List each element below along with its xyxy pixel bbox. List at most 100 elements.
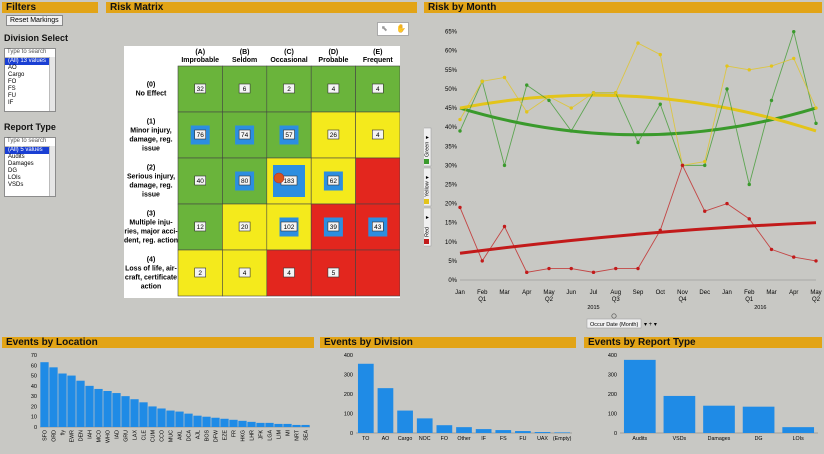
x-tick-label: TO — [362, 436, 369, 442]
data-point — [680, 163, 685, 168]
quarter-label: Q1 — [478, 297, 487, 303]
legend-swatch — [424, 199, 429, 204]
matrix-value-box — [327, 175, 340, 186]
y-tick-label: 10 — [31, 415, 37, 421]
quarter-label: Q3 — [612, 297, 621, 303]
bar — [175, 411, 184, 427]
bar — [148, 406, 157, 427]
matrix-cell — [355, 157, 400, 205]
x-tick-label: Nov — [677, 290, 688, 296]
data-point — [792, 56, 796, 61]
report-type-search-input[interactable]: Type to search — [5, 138, 55, 147]
division-select-label: Division Select — [4, 33, 69, 43]
bar — [274, 423, 283, 427]
quarter-label: Q1 — [745, 297, 754, 303]
x-tick-label: Cargo — [398, 436, 412, 442]
x-tick-label: Feb — [744, 290, 755, 296]
bar — [301, 424, 310, 427]
data-point — [502, 224, 507, 229]
events-by-report-type-chart: 0 100 200 300 400 Audits VSDs Damages DG LOIs — [608, 353, 818, 442]
pointer-tool-icon[interactable]: ⬉ — [381, 24, 388, 33]
x-tick-label: CCO — [160, 430, 166, 442]
matrix-value: 12 — [197, 224, 205, 231]
data-point — [792, 255, 796, 259]
list-item[interactable]: VSDs — [8, 182, 24, 188]
list-item[interactable]: (All) 13 values — [5, 58, 55, 65]
list-item[interactable]: LOIs — [8, 175, 21, 181]
x-tick-label: Jan — [455, 290, 465, 296]
bar — [49, 367, 58, 427]
x-tick-label: HKG — [241, 430, 247, 441]
x-tick-label: LIM — [277, 430, 283, 439]
bar — [475, 429, 492, 433]
data-point — [525, 110, 529, 114]
risk-matrix-header: Risk Matrix — [106, 2, 417, 13]
matrix-column-code: (E) — [373, 49, 382, 56]
bar — [220, 418, 229, 427]
data-point — [769, 247, 774, 252]
list-item[interactable]: AO — [8, 65, 17, 71]
matrix-row-label: issue — [142, 146, 160, 153]
matrix-value-box — [238, 175, 251, 186]
year-label: 2015 — [587, 305, 599, 311]
bar — [377, 388, 394, 433]
bar — [456, 427, 472, 433]
risk-by-month-header: Risk by Month — [424, 2, 822, 13]
bar — [247, 421, 256, 427]
quarter-label: Q2 — [812, 297, 821, 303]
list-item[interactable]: Damages — [8, 161, 34, 167]
data-point — [458, 117, 462, 122]
series-line-green — [459, 29, 817, 185]
hand-tool-icon[interactable]: ✋ — [396, 24, 406, 33]
y-tick-label: 10% — [445, 240, 458, 246]
division-search-input[interactable]: Type to search — [5, 49, 55, 58]
x-tick-label: (Empty) — [553, 436, 572, 442]
y-tick-label: 70 — [31, 353, 37, 359]
matrix-cell — [266, 203, 312, 251]
matrix-value: 74 — [241, 132, 249, 139]
x-tick-label: NRT — [295, 429, 301, 441]
list-item[interactable]: Audits — [8, 154, 25, 160]
quarter-label: Q2 — [545, 297, 554, 303]
data-point — [725, 201, 729, 206]
y-tick-label: 0 — [350, 431, 353, 437]
list-item[interactable]: IF — [8, 100, 14, 106]
x-tick-label: Mar — [766, 290, 776, 296]
x-tick-label: Audits — [632, 436, 647, 442]
list-item[interactable]: FU — [8, 93, 16, 99]
matrix-value-box — [327, 221, 340, 232]
bar — [211, 417, 220, 427]
matrix-column-code: (D) — [329, 49, 339, 56]
division-select-list[interactable]: Type to search (All) 13 values AO Cargo … — [4, 48, 56, 112]
list-item[interactable]: FS — [8, 86, 16, 92]
data-point — [569, 266, 573, 271]
data-point — [502, 75, 507, 80]
data-point — [502, 163, 507, 168]
list-item[interactable]: Cargo — [8, 72, 25, 78]
data-point — [725, 64, 729, 68]
bar — [256, 422, 265, 427]
list-item[interactable]: FO — [8, 79, 17, 85]
bar — [193, 415, 202, 427]
list-item[interactable]: (All) 5 values — [5, 147, 55, 154]
risk-matrix: (A)Improbable (B)Seldom (C)Occasional (D)Pr… — [124, 46, 400, 298]
legend-item-box — [424, 207, 432, 247]
matrix-value-box — [283, 129, 295, 140]
bar — [416, 418, 433, 433]
legend-chevron: ▾ — [425, 176, 431, 179]
bar — [166, 410, 175, 427]
matrix-value: 102 — [284, 224, 295, 231]
report-type-list[interactable]: Type to search (All) 5 values Audits Dam… — [4, 137, 56, 197]
x-tick-label: CUM — [151, 430, 157, 442]
data-point — [569, 129, 573, 133]
division-list-scrollbar[interactable] — [49, 57, 55, 111]
matrix-column-label: Probable — [318, 57, 348, 64]
report-type-scrollbar[interactable] — [49, 146, 55, 196]
list-item[interactable]: DG — [8, 168, 17, 174]
reset-markings-button[interactable]: Reset Markings — [6, 15, 63, 26]
matrix-row-label: action — [141, 284, 162, 291]
data-point — [747, 68, 751, 72]
legend-label: Green — [425, 142, 431, 157]
matrix-value: 4 — [243, 270, 247, 277]
matrix-value-box — [238, 129, 251, 140]
